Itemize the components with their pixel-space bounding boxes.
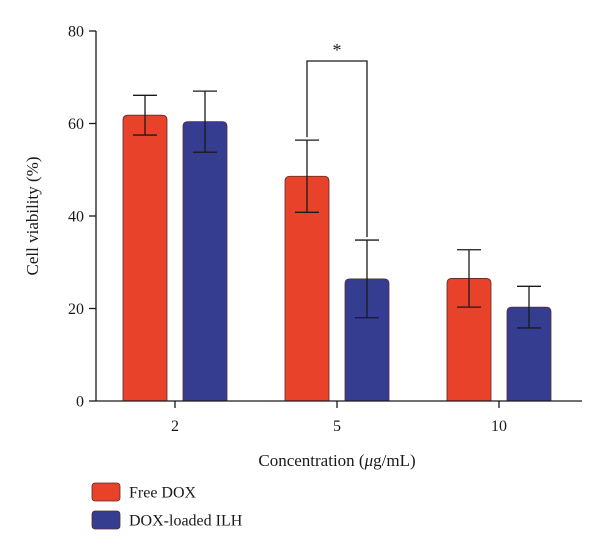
y-tick-label-80: 80 xyxy=(68,24,84,41)
x-tick-label-5: 5 xyxy=(333,418,341,435)
bars-layer xyxy=(122,114,552,402)
x-tick-label-10: 10 xyxy=(491,418,507,435)
x-axis-title-part1: Concentration ( xyxy=(258,451,365,470)
x-ticks-layer: 2 5 10 xyxy=(171,401,507,435)
significance-label: * xyxy=(333,40,342,60)
y-tick-label-20: 20 xyxy=(68,301,84,318)
bar-free-dox-5 xyxy=(284,175,330,402)
bar-free-dox-2 xyxy=(122,114,168,402)
x-axis-title-part2: g/mL) xyxy=(373,451,416,470)
annotation-layer: * xyxy=(306,40,368,238)
legend: Free DOX DOX-loaded ILH xyxy=(91,482,243,530)
significance-bracket xyxy=(306,60,368,238)
y-tick-label-40: 40 xyxy=(68,209,84,226)
bar-free-dox-10 xyxy=(446,278,492,402)
bar-dox-loaded-ilh-10 xyxy=(506,306,552,402)
legend-label-dox-loaded-ilh: DOX-loaded ILH xyxy=(129,513,243,530)
legend-label-free-dox: Free DOX xyxy=(129,485,197,502)
legend-swatch-dox-loaded-ilh xyxy=(91,510,121,530)
x-axis-title-mu: μ xyxy=(364,451,374,470)
legend-swatch-free-dox xyxy=(91,482,121,502)
y-axis-title: Cell viability (%) xyxy=(23,157,42,276)
bar-dox-loaded-ilh-5 xyxy=(344,278,390,402)
x-tick-label-2: 2 xyxy=(171,418,179,435)
y-tick-label-60: 60 xyxy=(68,116,84,133)
x-axis-title: Concentration (μg/mL) xyxy=(258,451,415,470)
bar-dox-loaded-ilh-2 xyxy=(182,121,228,402)
y-ticks-layer: 0 20 40 60 80 xyxy=(68,24,96,411)
y-tick-label-0: 0 xyxy=(76,394,84,411)
error-bars-layer xyxy=(133,90,541,329)
